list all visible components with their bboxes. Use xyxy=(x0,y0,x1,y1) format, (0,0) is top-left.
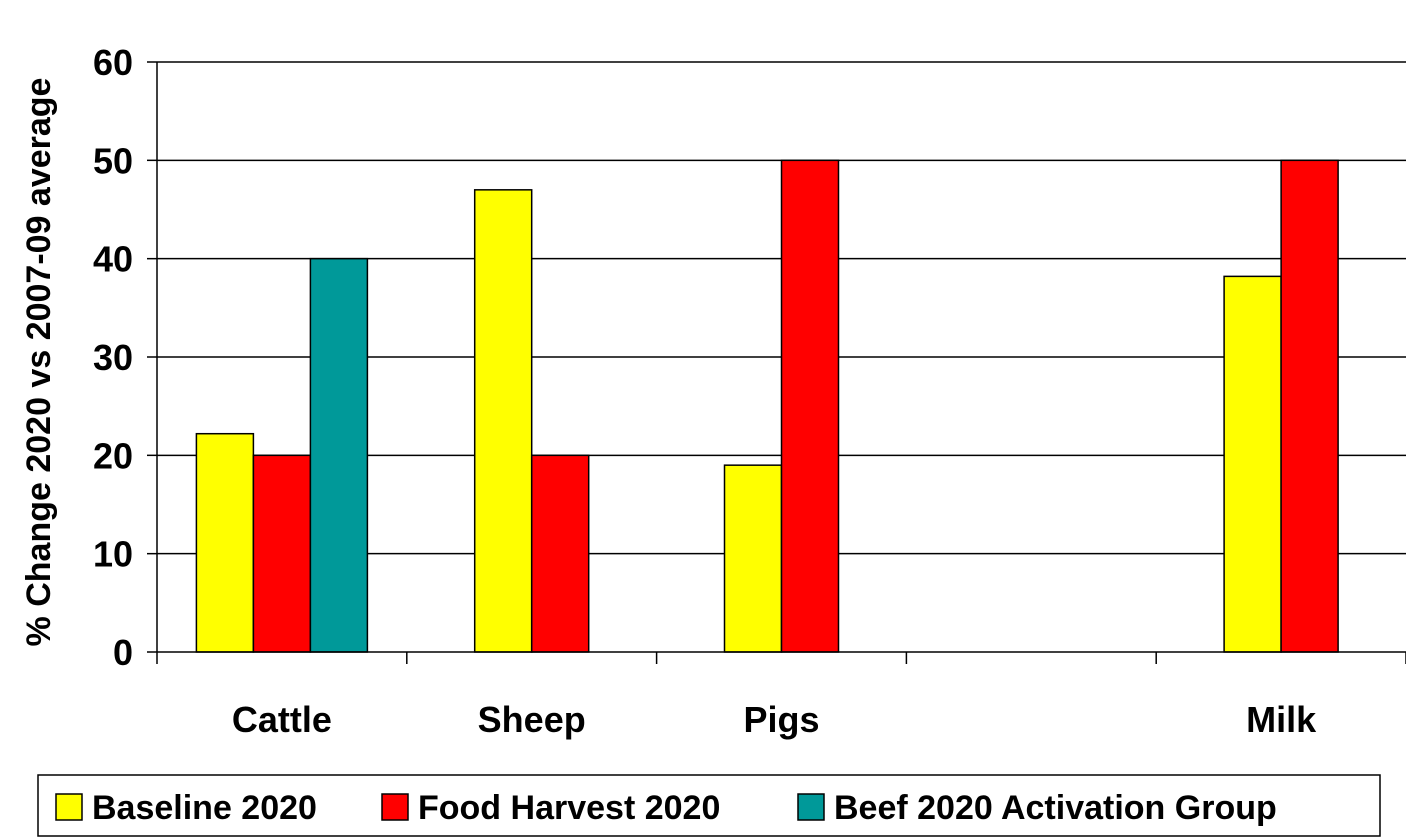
bar-cattle-series-1 xyxy=(252,454,312,653)
y-axis-title: % Change 2020 vs 2007-09 average xyxy=(20,78,58,647)
bar-sheep-series-1 xyxy=(530,454,590,653)
legend-swatch-1 xyxy=(381,793,409,821)
x-tick-label-milk: Milk xyxy=(1246,699,1317,740)
bar-milk-series-0 xyxy=(1223,275,1282,653)
legend-swatch-0 xyxy=(55,793,83,821)
y-tick-label: 40 xyxy=(93,239,133,280)
bar-pigs-series-1 xyxy=(780,159,840,653)
x-tick-label-sheep: Sheep xyxy=(478,699,586,740)
bars xyxy=(195,159,1339,653)
y-tick-label: 30 xyxy=(93,337,133,378)
y-tick-label: 0 xyxy=(113,632,133,673)
bar-cattle-series-0 xyxy=(195,432,255,653)
legend-label-1: Food Harvest 2020 xyxy=(418,789,720,827)
bar-sheep-series-0 xyxy=(473,189,533,653)
bar-milk-series-1 xyxy=(1280,159,1339,653)
bar-pigs-series-0 xyxy=(723,464,783,653)
y-tick-label: 50 xyxy=(93,140,133,181)
axes xyxy=(147,61,1406,664)
x-tick-labels: Cattle Sheep Pigs Milk xyxy=(232,699,1317,740)
y-tick-labels: 0 10 20 30 40 50 60 xyxy=(93,42,133,673)
y-tick-label: 20 xyxy=(93,435,133,476)
legend-box xyxy=(37,774,1381,837)
legend-label-2: Beef 2020 Activation Group xyxy=(834,789,1277,827)
legend-label-0: Baseline 2020 xyxy=(92,789,317,827)
bar-cattle-series-2 xyxy=(309,257,369,653)
legend: Baseline 2020 Food Harvest 2020 Beef 2020 … xyxy=(37,774,1381,837)
legend-swatch-2 xyxy=(797,793,825,821)
x-tick-label-pigs: Pigs xyxy=(743,699,819,740)
x-tick-label-cattle: Cattle xyxy=(232,699,332,740)
y-tick-label: 10 xyxy=(93,534,133,575)
y-tick-label: 60 xyxy=(93,42,133,83)
